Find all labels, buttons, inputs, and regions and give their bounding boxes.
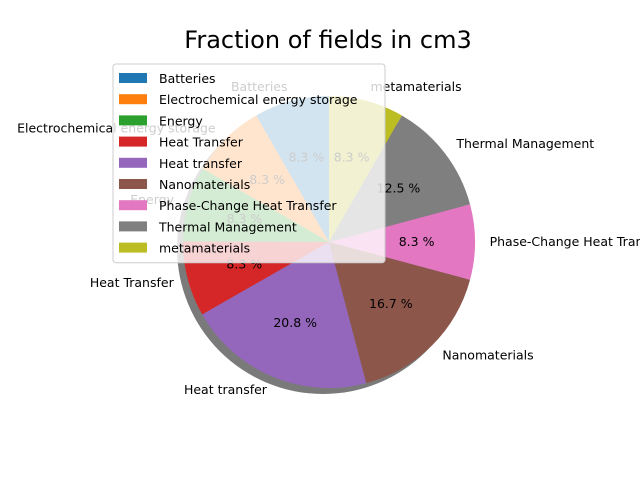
legend-entry: Heat Transfer (159, 135, 244, 150)
chart-title: Fraction of fields in cm3 (184, 26, 471, 54)
pie-slice-nanomaterials (329, 242, 471, 384)
category-label: Heat Transfer (90, 275, 175, 290)
percent-label: 16.7 % (369, 296, 413, 311)
legend-swatch (119, 221, 147, 232)
legend-entry: Batteries (159, 71, 216, 86)
legend-entry: Electrochemical energy storage (159, 92, 358, 107)
category-label: Nanomaterials (442, 348, 533, 363)
legend-entry: Heat transfer (159, 156, 243, 171)
pie-slice-heat-transfer (202, 242, 367, 388)
legend-swatch (119, 157, 147, 168)
percent-label: 8.3 % (399, 234, 435, 249)
legend-box (112, 63, 386, 264)
legend-swatch (119, 179, 147, 189)
legend-entry: Phase-Change Heat Transfer (159, 198, 337, 213)
legend: Batteries Electrochemical energy storage E… (112, 63, 386, 264)
legend-entry: Energy (159, 113, 203, 128)
legend-entry: Nanomaterials (159, 177, 250, 192)
legend-swatch (119, 242, 147, 253)
legend-swatch (119, 136, 147, 147)
percent-label: 20.8 % (273, 315, 317, 330)
legend-entry: Thermal Management (158, 219, 297, 234)
legend-swatch (119, 200, 147, 211)
category-label: Phase-Change Heat Transfer (490, 234, 640, 249)
category-label: Thermal Management (455, 136, 594, 151)
legend-swatch (119, 73, 147, 83)
legend-swatch (119, 115, 147, 126)
category-label: Heat transfer (184, 382, 268, 397)
pie-slice-phase-change-heat-transfer (329, 204, 476, 280)
legend-entry: metamaterials (159, 241, 250, 256)
category-label: metamaterials (370, 79, 461, 94)
percent-label: 12.5 % (377, 181, 421, 196)
legend-swatch (119, 94, 147, 105)
